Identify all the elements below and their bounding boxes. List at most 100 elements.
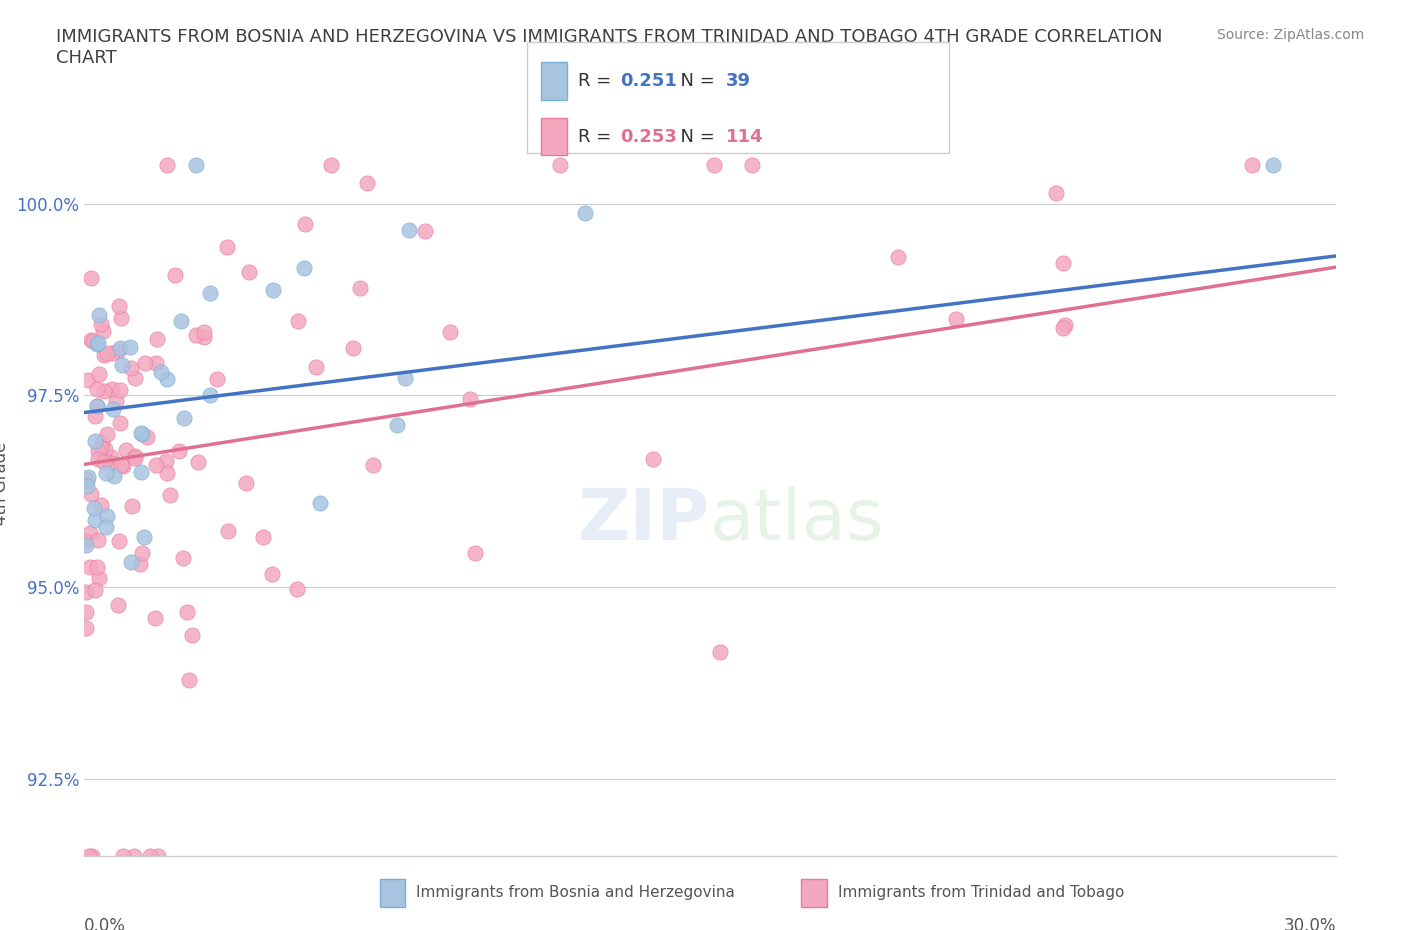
Point — [945, 312, 967, 326]
Text: 114: 114 — [725, 127, 763, 146]
Point — [193, 330, 215, 345]
Point — [73, 534, 96, 549]
Point — [77, 373, 100, 388]
Point — [385, 418, 409, 432]
Point — [145, 458, 167, 472]
Point — [1263, 158, 1285, 173]
Point — [87, 532, 110, 547]
Point — [75, 472, 97, 486]
Point — [458, 392, 481, 406]
Point — [439, 325, 461, 339]
Point — [86, 381, 108, 396]
Point — [107, 344, 129, 359]
Point — [356, 175, 378, 190]
Point — [181, 627, 204, 642]
Point — [87, 444, 110, 458]
Point — [108, 382, 131, 397]
Point — [108, 340, 131, 355]
Point — [101, 402, 124, 417]
Point — [90, 317, 112, 332]
Point — [114, 442, 136, 457]
Point — [101, 346, 124, 361]
Point — [156, 372, 179, 387]
Point — [464, 546, 486, 561]
Point — [79, 560, 101, 575]
Point — [184, 158, 207, 173]
Point — [124, 371, 146, 386]
Point — [198, 387, 221, 402]
Point — [1045, 185, 1067, 200]
Point — [292, 260, 315, 275]
Point — [83, 582, 105, 597]
Point — [75, 538, 97, 552]
Point — [101, 382, 124, 397]
Point — [703, 158, 725, 173]
Point — [103, 469, 125, 484]
Point — [305, 360, 328, 375]
Point — [124, 848, 146, 863]
Point — [163, 268, 186, 283]
Point — [100, 450, 122, 465]
Point — [173, 410, 195, 425]
Point — [77, 848, 100, 863]
Point — [87, 452, 110, 467]
Point — [176, 604, 198, 619]
Point — [252, 530, 274, 545]
Point — [349, 281, 371, 296]
Point — [308, 495, 330, 510]
Text: 39: 39 — [725, 72, 751, 90]
Point — [156, 465, 179, 480]
Point — [82, 848, 104, 863]
Point — [361, 458, 384, 472]
Point — [200, 286, 222, 300]
Point — [1241, 158, 1264, 173]
Text: N =: N = — [669, 127, 721, 146]
Point — [120, 554, 142, 569]
Point — [342, 340, 364, 355]
Point — [94, 520, 117, 535]
Point — [111, 357, 134, 372]
Point — [548, 158, 571, 173]
Point — [167, 444, 190, 458]
Point — [124, 450, 146, 465]
Point — [319, 158, 342, 173]
Point — [80, 333, 103, 348]
Point — [75, 584, 97, 599]
Point — [83, 500, 105, 515]
Point — [193, 325, 215, 339]
Point — [1052, 255, 1074, 270]
Point — [1053, 318, 1076, 333]
Point — [177, 672, 200, 687]
Point — [143, 611, 166, 626]
Point — [169, 313, 191, 328]
Point — [159, 488, 181, 503]
Point — [184, 328, 207, 343]
Point — [86, 398, 108, 413]
Point — [398, 223, 420, 238]
Point — [93, 384, 115, 399]
Point — [172, 551, 194, 565]
Point — [135, 430, 157, 445]
Point — [886, 249, 908, 264]
Point — [112, 458, 135, 473]
Point — [100, 456, 122, 471]
Point — [87, 336, 110, 351]
Point — [86, 337, 108, 352]
Text: Immigrants from Trinidad and Tobago: Immigrants from Trinidad and Tobago — [838, 885, 1125, 900]
Point — [107, 534, 129, 549]
Point — [138, 848, 160, 863]
Text: ZIP: ZIP — [578, 486, 710, 555]
Point — [80, 486, 103, 501]
Point — [129, 425, 152, 440]
Y-axis label: 4th Grade: 4th Grade — [0, 442, 10, 525]
Point — [84, 433, 107, 448]
Text: 30.0%: 30.0% — [1284, 917, 1336, 930]
Point — [84, 512, 107, 527]
Point — [86, 560, 108, 575]
Point — [132, 529, 155, 544]
Point — [87, 366, 110, 381]
Point — [217, 524, 239, 538]
Point — [79, 525, 101, 540]
Point — [155, 454, 177, 469]
Point — [235, 476, 257, 491]
